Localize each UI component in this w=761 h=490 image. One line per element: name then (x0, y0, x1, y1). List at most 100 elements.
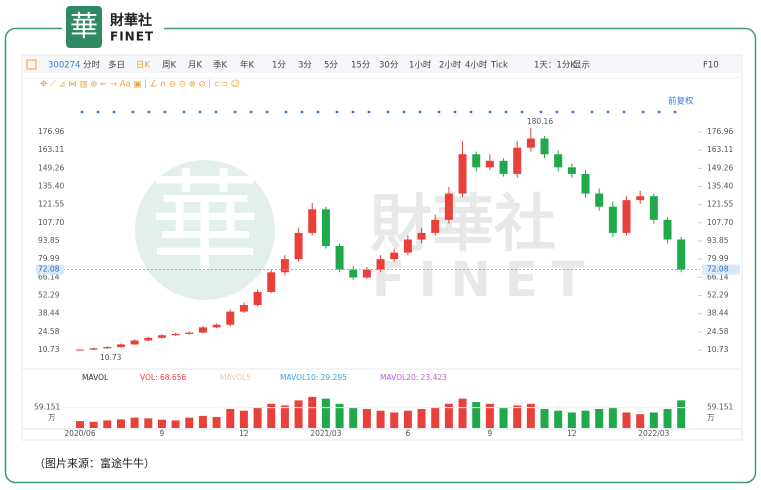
y-tick-label: 66.14 (707, 272, 729, 281)
period-tab[interactable]: 多日 (108, 60, 125, 71)
adjust-button[interactable]: 前复权 (668, 96, 694, 107)
candle-body (663, 219, 672, 240)
volume-bar (636, 414, 645, 428)
candle-body (267, 272, 276, 292)
event-dot (673, 110, 677, 114)
event-dot (249, 110, 253, 114)
event-dot (539, 110, 543, 114)
volume-bar (485, 403, 494, 428)
y-tick-label-left: 121.55 (38, 200, 64, 209)
candle-body (554, 154, 563, 168)
candle-body (321, 209, 330, 247)
event-dot (504, 110, 508, 114)
period-tab[interactable]: 2小时 (439, 60, 462, 71)
last-price-tag (702, 264, 740, 275)
period-tab[interactable]: 5分 (324, 61, 338, 71)
y-tick-label: 149.26 (707, 163, 733, 172)
event-dot (335, 110, 339, 114)
vol-unit: 万 (707, 413, 715, 422)
tool-icon[interactable]: ✥ ⟋ ⊿ ⋈ ▥ ⊕ ← → Aa ▣ | ∠ ∩ ⊖ ⊙ ⊗ ⊘ | ⊂⊃ … (40, 80, 240, 90)
candle-body (581, 173, 590, 194)
y-tick-label: 107.70 (707, 218, 733, 227)
event-dot (316, 110, 320, 114)
period-tab[interactable]: Tick (490, 61, 508, 71)
volume-bar (308, 396, 317, 428)
y-tick-label: 24.58 (707, 327, 729, 336)
volume-bar (89, 421, 98, 428)
volume-bar (267, 403, 276, 428)
candle-body (198, 327, 207, 333)
y-tick-label: 10.73 (707, 345, 729, 354)
period-tab[interactable]: 显示 (573, 61, 590, 71)
candle-body (444, 193, 453, 220)
event-dot (488, 110, 492, 114)
candle-body (499, 160, 508, 174)
period-tab[interactable]: 年K (240, 60, 255, 71)
max-label: 180.16 (527, 117, 553, 126)
y-tick-label-left: 163.11 (38, 145, 64, 154)
volume-bar (417, 409, 426, 428)
x-tick-label: 2022/03 (638, 429, 669, 438)
candle-body (485, 160, 494, 168)
candle-body (103, 347, 112, 349)
event-dot (590, 110, 594, 114)
volume-legend: VOL: 68.656 (140, 373, 186, 382)
period-tab[interactable]: 季K (213, 60, 228, 71)
event-dot (214, 110, 218, 114)
y-tick-label-left: 107.70 (38, 218, 64, 227)
period-tab[interactable]: 周K (162, 61, 177, 71)
candle-body (567, 167, 576, 174)
y-tick-label-left: 38.44 (38, 309, 60, 318)
period-tab[interactable]: 1小时 (409, 60, 432, 71)
logo-mark: 華 (70, 10, 98, 43)
stock-code[interactable]: 300274 (48, 61, 80, 71)
period-tab[interactable]: 月K (188, 61, 203, 71)
candle-body (431, 219, 440, 233)
volume-bar (171, 420, 180, 428)
period-tab[interactable]: 1天：1分K (534, 61, 576, 71)
f10-button[interactable]: F10 (703, 61, 719, 71)
volume-bar (130, 417, 139, 428)
candle-body (622, 200, 631, 233)
y-tick-label-left: 24.58 (38, 327, 60, 336)
x-tick-label: 9 (160, 429, 165, 438)
candle-body (376, 259, 385, 270)
volume-bar (212, 416, 221, 428)
event-dot (622, 110, 626, 114)
volume-bar (622, 412, 631, 428)
y-tick-label: 135.40 (707, 181, 733, 190)
event-dot (386, 110, 390, 114)
candle-body (294, 232, 303, 260)
event-dot (520, 110, 524, 114)
event-dot (469, 110, 473, 114)
candle-body (677, 239, 686, 270)
logo-mark-bg (66, 6, 102, 48)
volume-bar (390, 412, 399, 428)
volume-bar (253, 407, 262, 428)
vol-unit-left: 万 (48, 413, 56, 422)
period-tab[interactable]: 日K (136, 61, 151, 71)
y-tick-label: 121.55 (707, 200, 733, 209)
volume-bar (513, 405, 522, 428)
volume-bar (554, 410, 563, 428)
candle-body (89, 348, 98, 350)
period-tab[interactable]: 15分 (351, 61, 371, 71)
candle-body (595, 193, 604, 207)
x-tick-label: 2020/06 (64, 429, 95, 438)
caption: （图片来源：富途牛牛） (34, 456, 155, 470)
period-tab[interactable]: 30分 (379, 61, 399, 71)
volume-bar (540, 409, 549, 428)
period-tab[interactable]: 4小时 (465, 60, 488, 71)
x-tick-label: 6 (405, 429, 410, 438)
volume-bar (239, 410, 248, 428)
candle-body (212, 324, 221, 328)
y-tick-label: 93.85 (707, 236, 729, 245)
candle-body (144, 337, 153, 341)
period-tab[interactable]: 1分 (272, 61, 286, 71)
logo-text-bg (106, 10, 164, 44)
min-label: 10.73 (100, 353, 122, 362)
period-tab[interactable]: 3分 (298, 61, 312, 71)
period-tab[interactable]: 分时 (83, 60, 101, 71)
event-dot (657, 110, 661, 114)
